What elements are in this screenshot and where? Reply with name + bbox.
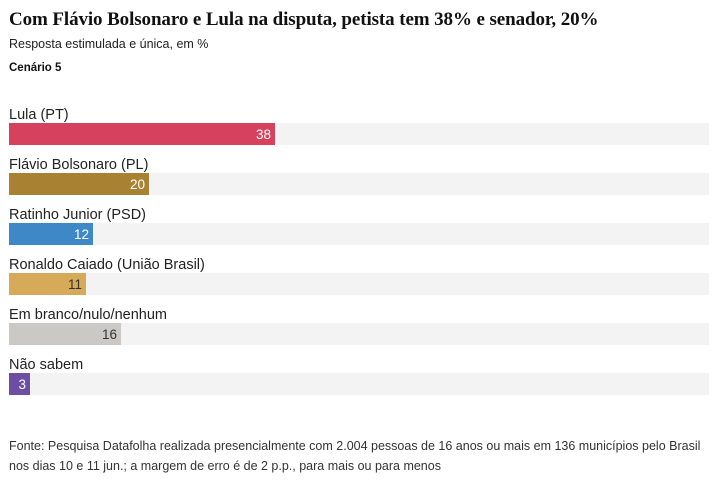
bar-row: Ratinho Junior (PSD) 12 (9, 207, 709, 245)
category-label: Flávio Bolsonaro (PL) (9, 157, 148, 173)
bar-value-label: 16 (102, 327, 117, 342)
chart-subtitle: Resposta estimulada e única, em % (9, 37, 209, 51)
category-label: Não sabem (9, 357, 83, 373)
bar-value-label: 12 (74, 227, 89, 242)
category-label: Lula (PT) (9, 107, 69, 123)
bar-track (9, 173, 709, 195)
bar-track (9, 273, 709, 295)
bar-row: Ronaldo Caiado (União Brasil) 11 (9, 257, 709, 295)
category-label: Ratinho Junior (PSD) (9, 207, 146, 223)
bar-track (9, 373, 709, 395)
bar (9, 273, 86, 295)
bar-chart: Lula (PT) 38 Flávio Bolsonaro (PL) 20 Ratinh… (9, 107, 709, 395)
scenario-label: Cenário 5 (9, 62, 62, 74)
bar (9, 123, 275, 145)
bar-row: Não sabem 3 (9, 357, 709, 395)
bar-row: Em branco/nulo/nenhum 16 (9, 307, 709, 345)
bar-track (9, 223, 709, 245)
category-label: Em branco/nulo/nenhum (9, 307, 167, 323)
bar-row: Flávio Bolsonaro (PL) 20 (9, 157, 709, 195)
category-label: Ronaldo Caiado (União Brasil) (9, 257, 205, 273)
bar (9, 223, 93, 245)
bar (9, 323, 121, 345)
bar (9, 173, 149, 195)
bar-track (9, 323, 709, 345)
bar-row: Lula (PT) 38 (9, 107, 709, 145)
bar-value-label: 3 (18, 377, 26, 392)
source-note: Fonte: Pesquisa Datafolha realizada pres… (9, 439, 701, 473)
bar-value-label: 38 (256, 127, 271, 142)
bar-value-label: 11 (68, 277, 82, 292)
bar (9, 373, 30, 395)
chart-title: Com Flávio Bolsonaro e Lula na disputa, … (9, 9, 599, 30)
bar-value-label: 20 (130, 177, 145, 192)
